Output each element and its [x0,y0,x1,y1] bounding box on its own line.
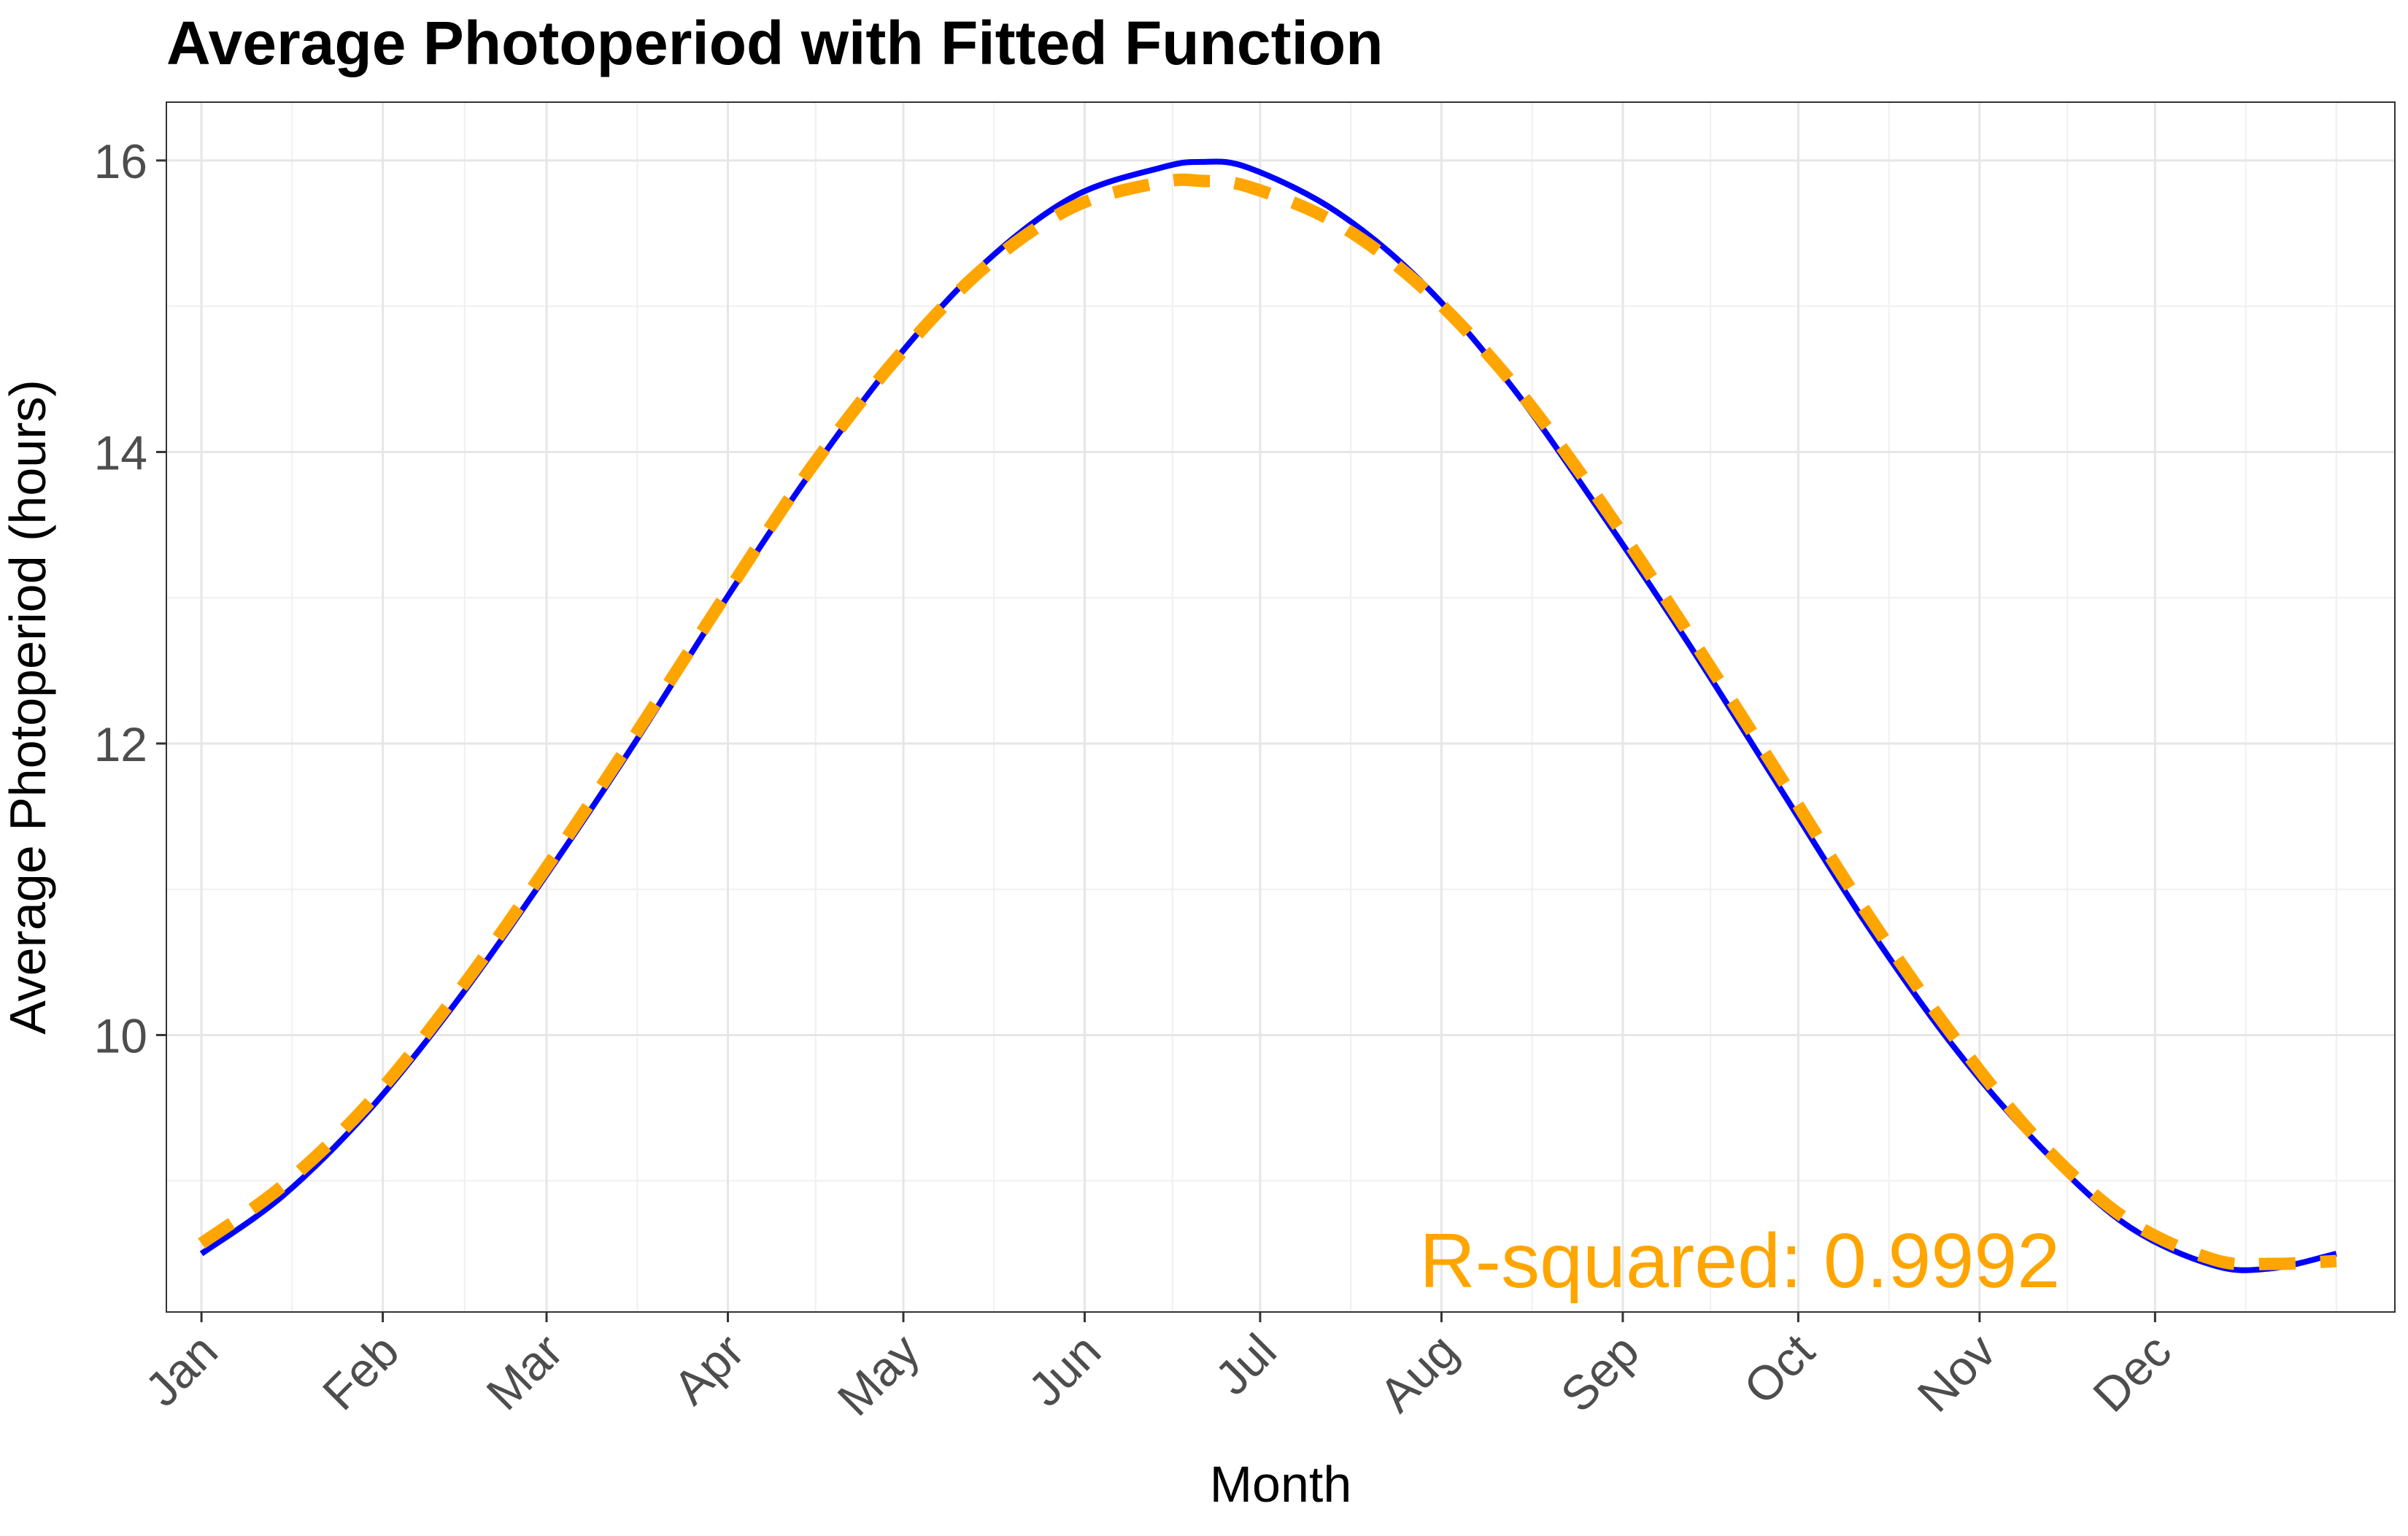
y-tick-label: 14 [94,425,147,479]
x-tick-label: Jun [1018,1324,1111,1417]
y-tick-label: 10 [94,1008,147,1062]
x-tick-label: Jan [134,1324,228,1417]
x-tick-label: Feb [312,1324,409,1421]
grid-lines [166,102,2395,1312]
x-tick-label: Aug [1369,1324,1467,1422]
x-tick-label: May [827,1324,929,1426]
photoperiod-line [199,158,2337,1273]
x-axis-label: Month [1210,1456,1352,1513]
y-tick-label: 12 [94,717,147,771]
x-tick-label: Oct [1733,1324,1824,1415]
y-axis-label: Average Photoperiod (hours) [0,379,56,1035]
chart-title: Average Photoperiod with Fitted Function [166,9,1384,77]
r-squared-annotation: R-squared: 0.9992 [1419,1218,2060,1304]
y-tick-label: 16 [94,134,147,188]
x-tick-label: Mar [476,1324,573,1421]
x-tick-label: Apr [663,1324,754,1415]
plot-panel-border [166,101,2396,1313]
x-tick-label: Sep [1550,1324,1648,1422]
fitted-function-line [198,173,2337,1271]
series-lines [198,158,2337,1273]
x-tick-label: Dec [2083,1324,2181,1422]
x-tick-label: Nov [1907,1324,2005,1422]
x-tick-label: Jul [1205,1324,1286,1405]
